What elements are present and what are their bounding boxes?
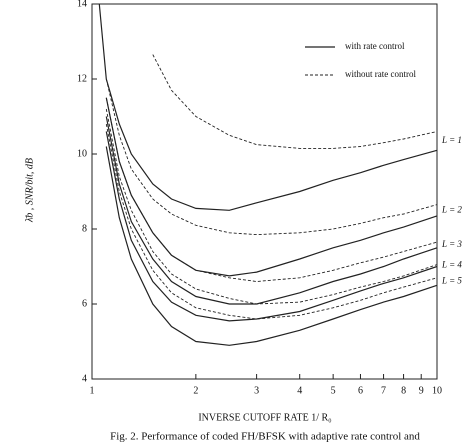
curve-with-rate-control xyxy=(105,146,438,346)
y-tick-label: 6 xyxy=(82,298,87,309)
x-tick-label: 9 xyxy=(419,385,424,396)
x-tick-label: 7 xyxy=(381,385,386,396)
legend-label: without rate control xyxy=(345,69,416,79)
x-axis-title: INVERSE CUTOFF RATE 1/ R₀ xyxy=(198,412,332,423)
curve-with-rate-control xyxy=(105,97,438,277)
x-tick-label: 5 xyxy=(331,385,336,396)
curve-label: L = 4 xyxy=(441,260,462,270)
curve-with-rate-control xyxy=(105,131,438,322)
curve-with-rate-control xyxy=(98,3,438,211)
y-tick-label: 10 xyxy=(77,148,87,159)
x-tick-label: 3 xyxy=(254,385,259,396)
curve-without-rate-control xyxy=(105,108,438,305)
y-tick-label: 8 xyxy=(82,223,87,234)
curve-without-rate-control xyxy=(105,97,438,282)
y-axis-title: λ̄b , SNR/bit, dB xyxy=(24,158,35,223)
y-tick-label: 12 xyxy=(77,73,87,84)
curve-without-rate-control xyxy=(105,123,438,320)
x-tick-label: 8 xyxy=(401,385,406,396)
y-tick-label: 4 xyxy=(82,373,87,384)
curve-label: L = 3 xyxy=(441,239,462,249)
plot-frame xyxy=(91,3,438,380)
x-tick-label: 6 xyxy=(358,385,363,396)
y-tick-label: 14 xyxy=(77,0,87,9)
x-tick-label: 2 xyxy=(193,385,198,396)
curve-without-rate-control xyxy=(105,78,438,236)
curve-label: L = 2 xyxy=(441,204,462,214)
curve-label: L = 5 xyxy=(441,276,462,286)
x-tick-label: 4 xyxy=(297,385,302,396)
curve-with-rate-control xyxy=(105,116,438,305)
curve-without-rate-control xyxy=(152,54,438,149)
caption: Fig. 2. Performance of coded FH/BFSK wit… xyxy=(110,431,420,443)
x-tick-label: 10 xyxy=(432,385,442,396)
legend-label: with rate control xyxy=(345,41,405,51)
x-tick-label: 1 xyxy=(90,385,95,396)
curve-label: L = 1 xyxy=(441,135,462,145)
